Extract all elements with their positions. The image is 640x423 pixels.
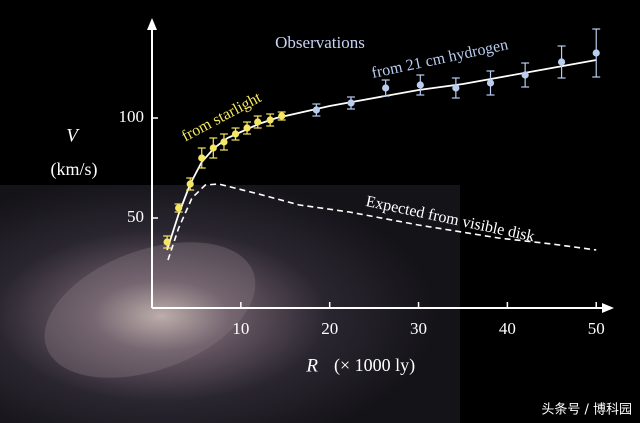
data-point [220, 138, 228, 146]
data-point [186, 180, 194, 188]
galaxy-image [0, 185, 460, 423]
data-point [231, 130, 240, 138]
data-point [243, 124, 251, 132]
y-tick-label: 50 [127, 207, 144, 226]
data-point [347, 99, 355, 107]
x-tick-label: 30 [410, 319, 427, 338]
x-axis-label: R [305, 355, 318, 376]
expected-curve [167, 183, 597, 261]
data-point [521, 71, 529, 79]
galaxy-disk [44, 242, 256, 378]
data-point [382, 84, 390, 92]
x-tick-label: 50 [588, 319, 605, 338]
data-point [452, 84, 460, 92]
data-point [312, 106, 320, 114]
data-point [278, 112, 286, 120]
fit-curve [166, 59, 597, 251]
data-point [163, 238, 171, 246]
y-axis-arrow [147, 18, 157, 30]
data-point [592, 49, 600, 57]
data-point [198, 154, 206, 162]
x-tick-label: 40 [499, 319, 516, 338]
x-axis-unit: (× 1000 ly) [334, 355, 415, 376]
data-point [254, 118, 262, 126]
chart-title: Observations [275, 33, 365, 52]
x-axis-arrow [602, 303, 614, 313]
x-tick-label: 20 [321, 319, 338, 338]
data-point [175, 204, 183, 212]
x-tick-label: 10 [232, 319, 249, 338]
data-point [416, 81, 424, 89]
data-point [209, 144, 217, 152]
data-point [486, 79, 495, 87]
y-tick-label: 100 [119, 107, 145, 126]
y-axis-label: V [66, 125, 80, 146]
y-axis-unit: (km/s) [51, 159, 98, 180]
watermark: 头条号 / 博科园 [541, 402, 632, 418]
data-point [557, 58, 566, 66]
data-point [266, 116, 274, 124]
